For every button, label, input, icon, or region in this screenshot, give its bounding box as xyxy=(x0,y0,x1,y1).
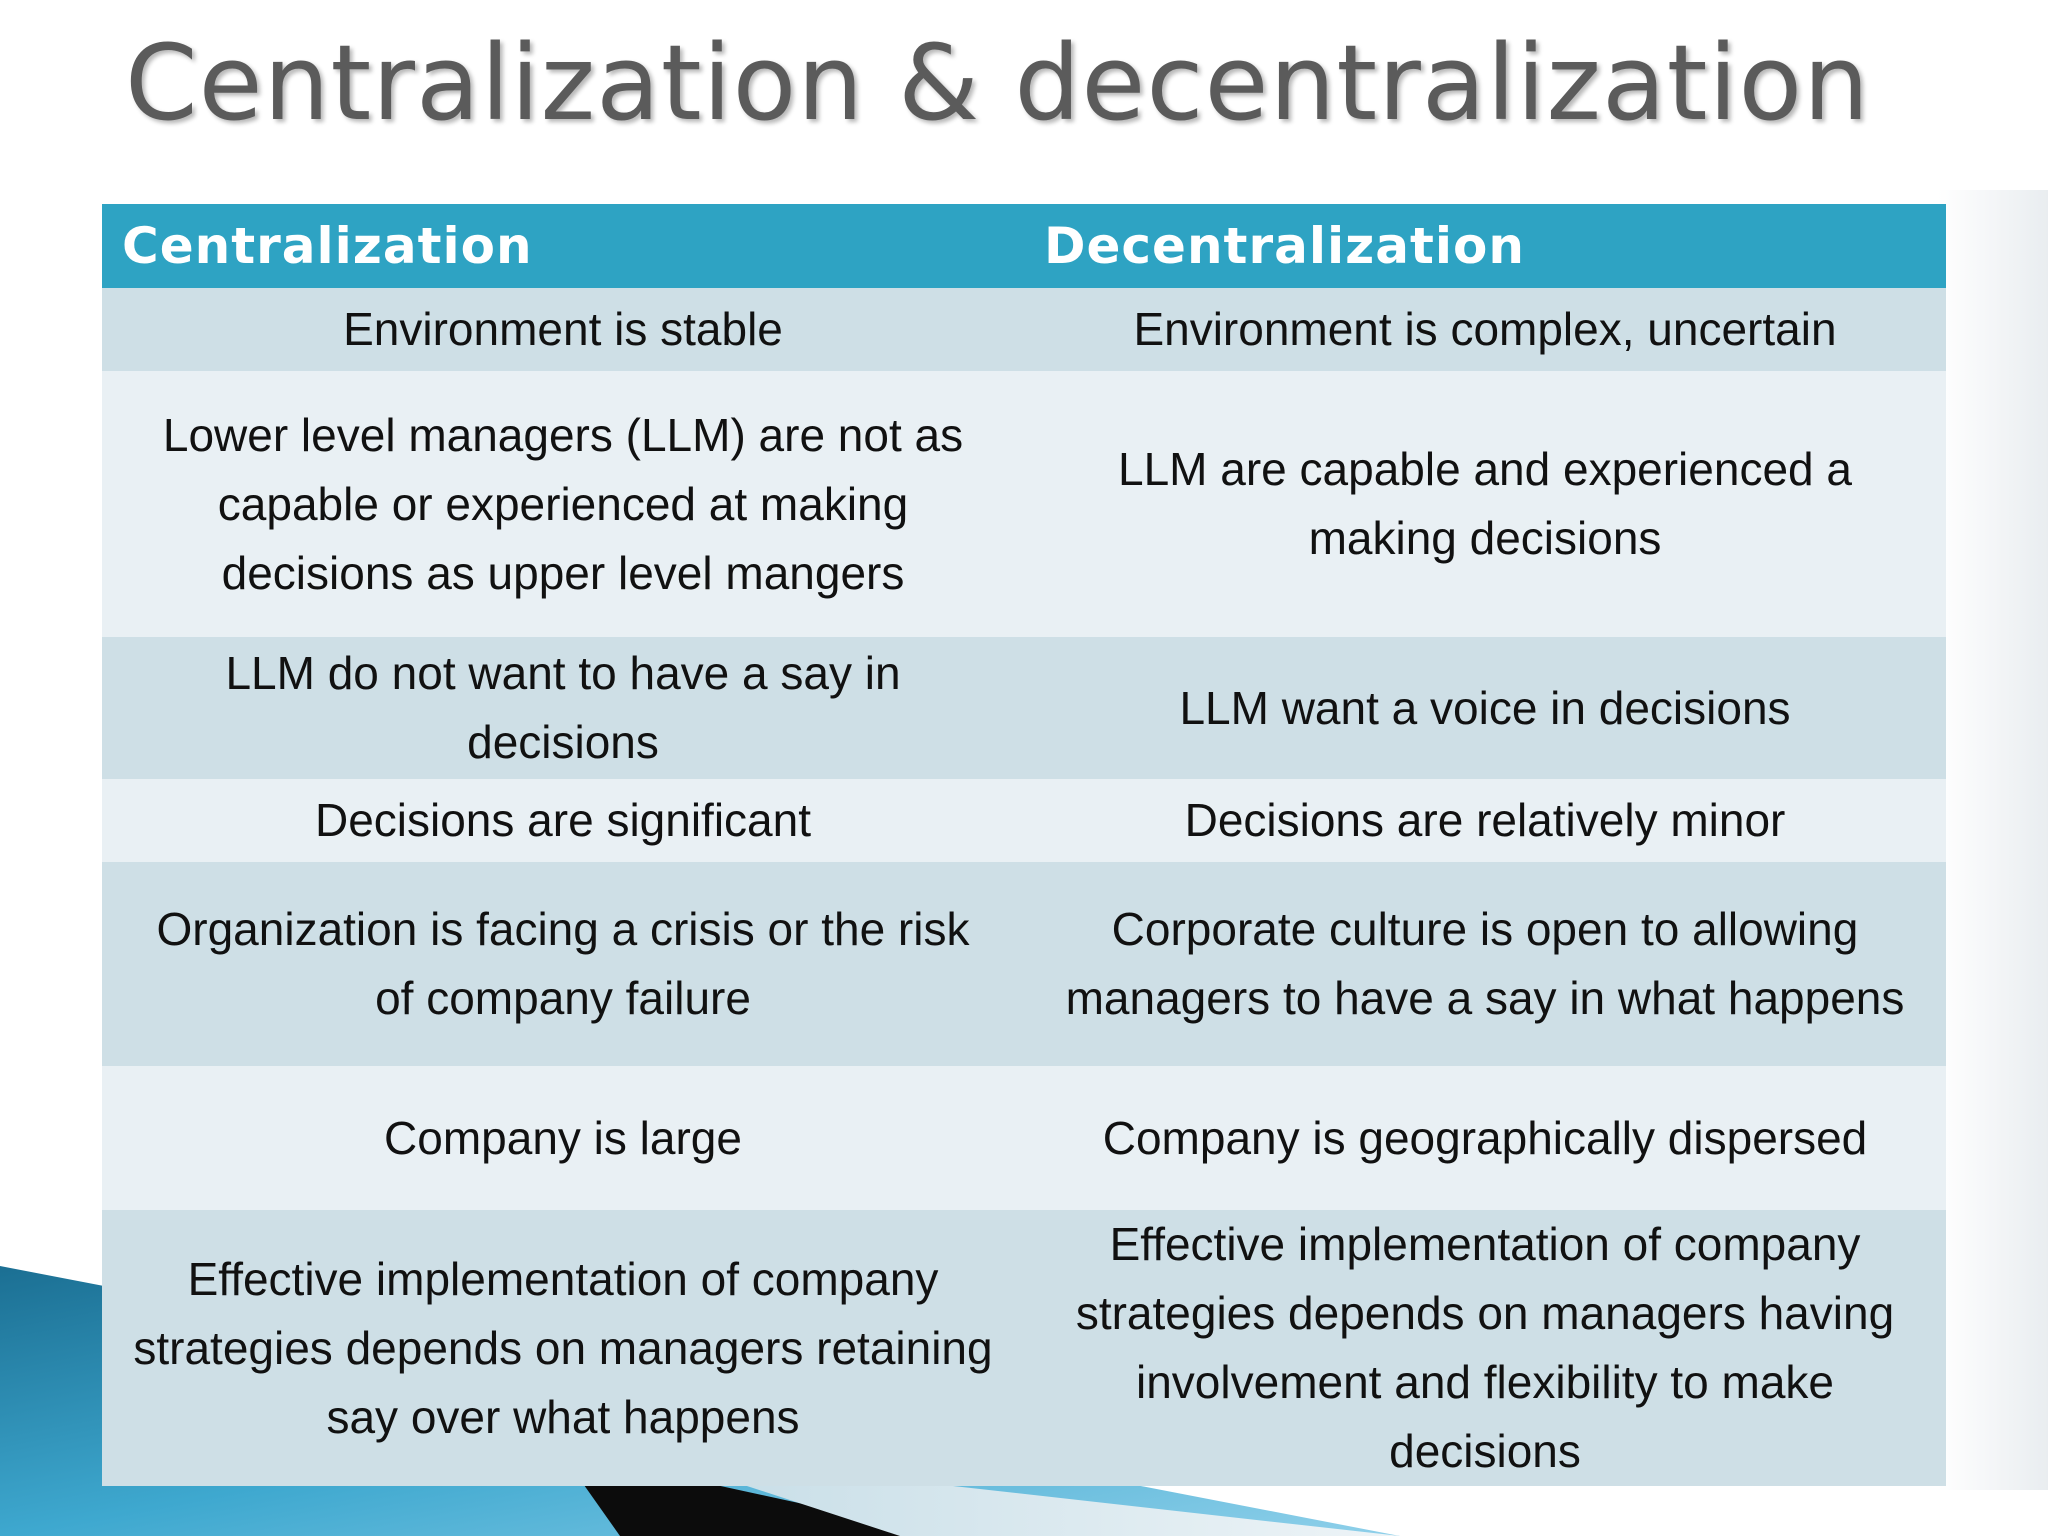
table-row: Lower level managers (LLM) are not as ca… xyxy=(102,371,1946,637)
centralization-cell: Lower level managers (LLM) are not as ca… xyxy=(102,371,1024,637)
decentralization-cell: Decisions are relatively minor xyxy=(1024,779,1946,862)
centralization-cell: Decisions are significant xyxy=(102,779,1024,862)
decentralization-cell: LLM are capable and experienced a making… xyxy=(1024,371,1946,637)
centralization-cell: Environment is stable xyxy=(102,288,1024,371)
table-row: LLM do not want to have a say in decisio… xyxy=(102,637,1946,779)
decentralization-text: LLM want a voice in decisions xyxy=(1179,681,1791,734)
centralization-cell: Company is large xyxy=(102,1066,1024,1210)
table-row: Effective implementation of company stra… xyxy=(102,1210,1946,1486)
comparison-table: Centralization Decentralization Environm… xyxy=(102,204,1946,1486)
decentralization-cell: Effective implementation of company stra… xyxy=(1024,1210,1946,1486)
centralization-text: Effective implementation of company stra… xyxy=(133,1252,993,1443)
decentralization-text: LLM are capable and experienced a making… xyxy=(1118,443,1852,564)
centralization-text: Company is large xyxy=(384,1111,742,1164)
decentralization-text: Company is geographically dispersed xyxy=(1102,1111,1868,1164)
header-decentralization: Decentralization xyxy=(1024,204,1946,288)
table-row: Environment is stable Environment is com… xyxy=(102,288,1946,371)
centralization-text: Lower level managers (LLM) are not as ca… xyxy=(162,408,964,599)
decentralization-text: Corporate culture is open to allowing ma… xyxy=(1065,903,1905,1024)
decentralization-cell: Environment is complex, uncertain xyxy=(1024,288,1946,371)
decentralization-cell: Company is geographically dispersed xyxy=(1024,1066,1946,1210)
slide-title: Centralization & decentralization xyxy=(125,22,1870,144)
background-right-shade xyxy=(1938,190,2048,1490)
decentralization-cell: LLM want a voice in decisions xyxy=(1024,637,1946,779)
table-row: Organization is facing a crisis or the r… xyxy=(102,862,1946,1066)
centralization-cell: Effective implementation of company stra… xyxy=(102,1210,1024,1486)
decentralization-text: Effective implementation of company stra… xyxy=(1075,1218,1895,1477)
table-row: Company is large Company is geographical… xyxy=(102,1066,1946,1210)
decentralization-text: Decisions are relatively minor xyxy=(1184,794,1786,846)
centralization-text: LLM do not want to have a say in decisio… xyxy=(225,647,901,768)
centralization-text: Organization is facing a crisis or the r… xyxy=(156,903,970,1024)
centralization-cell: Organization is facing a crisis or the r… xyxy=(102,862,1024,1066)
centralization-cell: LLM do not want to have a say in decisio… xyxy=(102,637,1024,779)
centralization-text: Decisions are significant xyxy=(314,794,811,846)
centralization-text: Environment is stable xyxy=(343,303,783,355)
decentralization-cell: Corporate culture is open to allowing ma… xyxy=(1024,862,1946,1066)
table-row: Decisions are significant Decisions are … xyxy=(102,779,1946,862)
header-centralization: Centralization xyxy=(102,204,1024,288)
table-header-row: Centralization Decentralization xyxy=(102,204,1946,288)
decentralization-text: Environment is complex, uncertain xyxy=(1133,303,1837,355)
